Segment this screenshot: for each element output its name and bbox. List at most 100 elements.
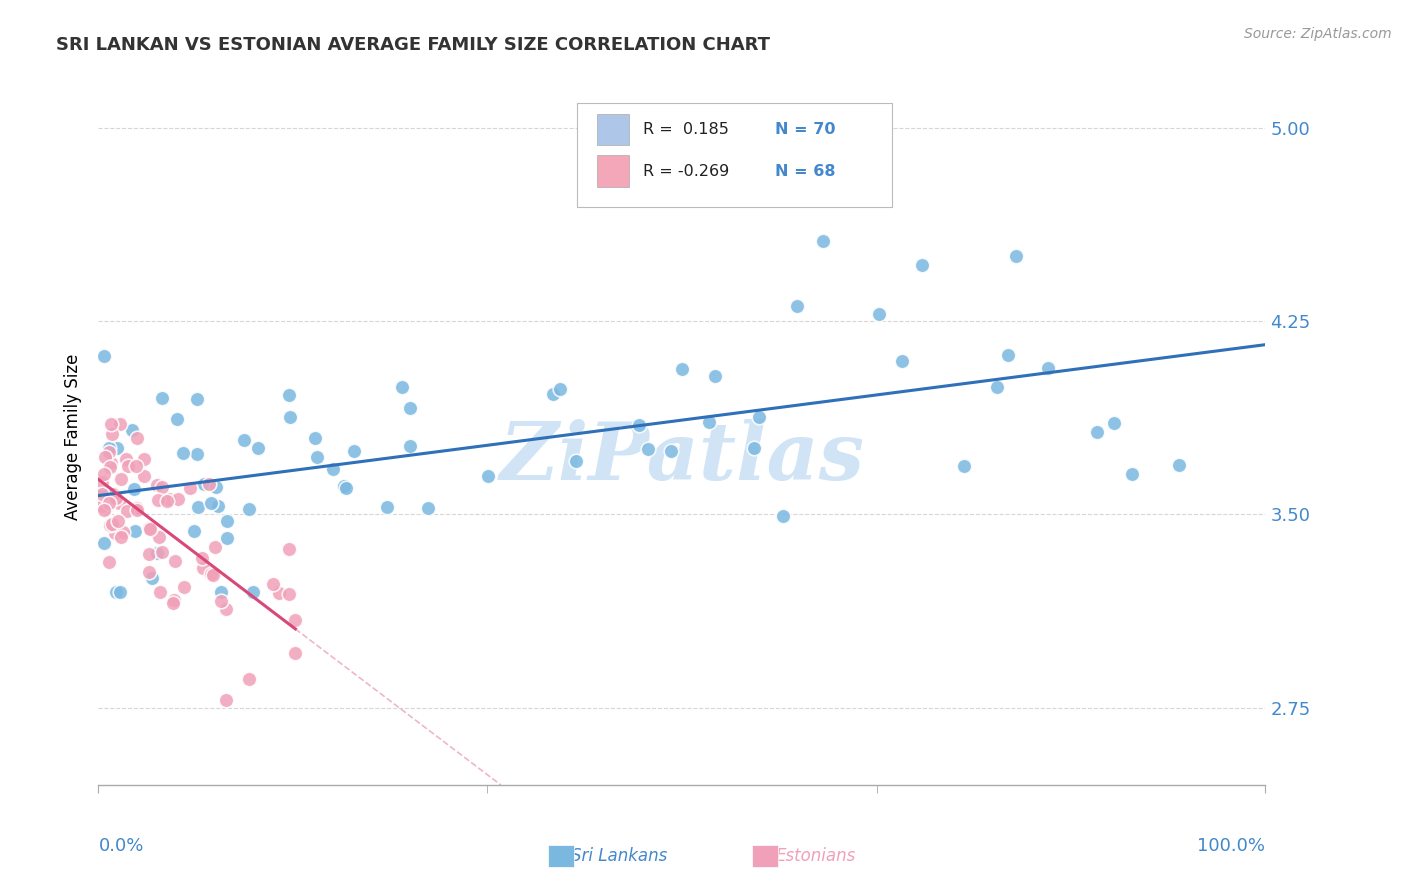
Text: 100.0%: 100.0% <box>1198 837 1265 855</box>
Point <box>108 417 131 432</box>
Point <box>242 584 264 599</box>
Point <box>112 525 135 540</box>
Point <box>997 348 1019 362</box>
Point <box>322 462 344 476</box>
Point <box>772 509 794 524</box>
Point <box>202 567 225 582</box>
Point <box>141 571 163 585</box>
Text: N = 68: N = 68 <box>775 164 835 178</box>
Point <box>105 441 128 455</box>
Point <box>90 487 112 501</box>
Point <box>122 482 145 496</box>
Point <box>187 500 209 514</box>
Point <box>150 391 173 405</box>
Point <box>110 472 132 486</box>
Point <box>150 545 173 559</box>
Text: Sri Lankans: Sri Lankans <box>571 847 666 864</box>
Point <box>193 477 215 491</box>
Point <box>156 494 179 508</box>
Point <box>868 307 890 321</box>
Point <box>1121 467 1143 482</box>
Text: ZiPatlas: ZiPatlas <box>499 419 865 497</box>
Point <box>541 387 564 401</box>
Point <box>93 536 115 550</box>
Point <box>110 530 132 544</box>
Point <box>238 502 260 516</box>
Point <box>104 584 127 599</box>
Point <box>97 444 120 458</box>
Point <box>117 459 139 474</box>
Point <box>186 392 208 407</box>
Point <box>97 441 120 455</box>
Point <box>200 566 222 581</box>
Point <box>149 585 172 599</box>
Point <box>148 530 170 544</box>
Point <box>145 478 167 492</box>
Point <box>124 524 146 538</box>
Point <box>215 693 238 707</box>
Point <box>811 234 834 248</box>
Point <box>90 475 112 490</box>
Point <box>157 491 180 506</box>
Point <box>138 547 160 561</box>
Point <box>127 431 149 445</box>
Point <box>165 554 187 568</box>
Point <box>207 499 229 513</box>
Point <box>246 441 269 455</box>
Point <box>101 427 124 442</box>
Point <box>215 602 238 616</box>
Point <box>305 450 328 464</box>
Point <box>172 446 194 460</box>
Point <box>278 541 301 556</box>
Point <box>1168 458 1191 473</box>
Point <box>103 487 125 501</box>
Point <box>200 496 222 510</box>
Text: N = 70: N = 70 <box>775 122 835 137</box>
Point <box>108 584 131 599</box>
Text: R =  0.185: R = 0.185 <box>644 122 730 137</box>
Point <box>333 479 356 493</box>
Point <box>748 409 770 424</box>
Point <box>94 450 117 464</box>
Text: Estonians: Estonians <box>775 847 856 864</box>
Point <box>217 531 239 545</box>
Point <box>284 613 307 627</box>
Point <box>335 481 357 495</box>
Point <box>891 353 914 368</box>
Text: SRI LANKAN VS ESTONIAN AVERAGE FAMILY SIZE CORRELATION CHART: SRI LANKAN VS ESTONIAN AVERAGE FAMILY SI… <box>56 36 770 54</box>
Point <box>146 492 169 507</box>
Point <box>115 452 138 467</box>
Point <box>97 555 120 569</box>
Point <box>97 496 120 510</box>
Point <box>262 577 284 591</box>
Point <box>93 349 115 363</box>
Point <box>94 500 117 515</box>
Point <box>399 439 422 453</box>
Point <box>101 516 124 531</box>
Point <box>98 459 121 474</box>
Point <box>280 409 302 424</box>
Point <box>267 586 290 600</box>
Point <box>125 503 148 517</box>
Text: R = -0.269: R = -0.269 <box>644 164 730 178</box>
Point <box>100 417 122 432</box>
Point <box>186 447 208 461</box>
Point <box>278 388 301 402</box>
Point <box>139 523 162 537</box>
Point <box>107 514 129 528</box>
Point <box>166 412 188 426</box>
Point <box>284 646 307 660</box>
Point <box>637 442 659 456</box>
Point <box>699 415 721 429</box>
Point <box>138 565 160 579</box>
Point <box>197 476 219 491</box>
Point <box>108 495 131 509</box>
Point <box>150 480 173 494</box>
Point <box>162 596 184 610</box>
Point <box>343 444 366 458</box>
Point <box>93 485 115 500</box>
Point <box>238 672 260 686</box>
Point <box>233 434 256 448</box>
Bar <box>596 113 630 145</box>
Point <box>1036 360 1059 375</box>
